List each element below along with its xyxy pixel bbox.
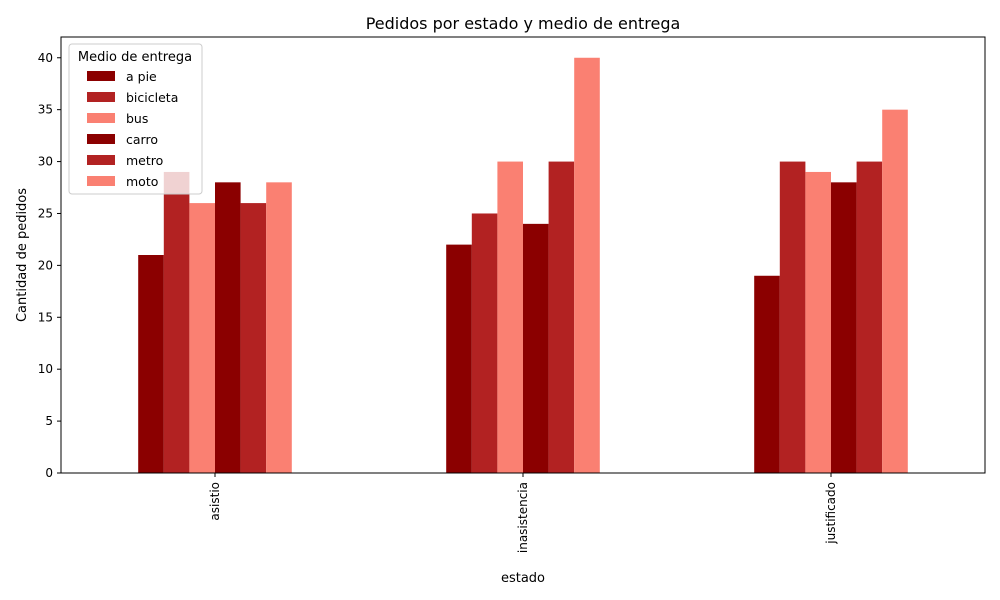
legend-swatch-metro [87, 155, 115, 165]
bar-inasistencia-bicicleta [471, 213, 498, 473]
legend-swatch-a-pie [87, 71, 115, 81]
y-tick-label: 40 [38, 51, 53, 65]
legend-label-bus: bus [126, 111, 148, 126]
bar-asistio-carro [215, 182, 241, 474]
legend-items: a pie bicicleta bus carro metro moto [87, 69, 178, 189]
bar-inasistencia-bus [497, 161, 523, 474]
bar-justificado-bicicleta [779, 161, 806, 474]
y-axis: 0 5 10 15 20 25 30 35 40 [38, 51, 61, 480]
x-tick-label-justificado: justificado [824, 482, 838, 545]
bar-justificado-metro [856, 161, 883, 474]
y-tick-label: 35 [38, 103, 53, 117]
bar-asistio-a-pie [138, 255, 164, 473]
legend-label-bicicleta: bicicleta [126, 90, 178, 105]
bar-asistio-bus [189, 203, 215, 473]
bar-inasistencia-metro [548, 161, 575, 474]
bar-asistio-metro [240, 203, 267, 473]
y-tick-label: 20 [38, 258, 53, 272]
bar-justificado-bus [805, 171, 831, 473]
bar-inasistencia-carro [523, 223, 549, 473]
y-tick-label: 10 [38, 362, 53, 376]
legend-label-moto: moto [126, 174, 158, 189]
y-axis-label: Cantidad de pedidos [15, 188, 30, 322]
bars-group [138, 57, 908, 474]
legend-label-carro: carro [126, 132, 158, 147]
bar-asistio-moto [266, 182, 292, 474]
bar-justificado-carro [831, 182, 857, 474]
x-axis-label: estado [501, 571, 545, 586]
x-tick-label-inasistencia: inasistencia [516, 482, 530, 553]
y-tick-label: 30 [38, 155, 53, 169]
bar-justificado-moto [882, 109, 908, 474]
legend: Medio de entrega a pie bicicleta bus carro m… [68, 43, 203, 195]
legend-swatch-moto [87, 176, 115, 186]
legend-label-metro: metro [126, 153, 163, 168]
legend-swatch-bus [87, 113, 115, 123]
x-tick-label-asistio: asistio [208, 482, 222, 521]
bar-inasistencia-a-pie [446, 244, 472, 473]
legend-swatch-carro [87, 134, 115, 144]
y-tick-label: 0 [45, 466, 53, 480]
plot-frame [60, 36, 986, 474]
legend-title: Medio de entrega [78, 50, 192, 65]
x-axis: asistio inasistencia justificado [208, 473, 838, 553]
legend-swatch-bicicleta [87, 92, 115, 102]
chart-title: Pedidos por estado y medio de entrega [366, 14, 681, 33]
bar-asistio-bicicleta [163, 171, 190, 473]
y-tick-label: 5 [45, 414, 53, 428]
bar-justificado-a-pie [754, 275, 780, 473]
y-tick-label: 25 [38, 206, 53, 220]
legend-label-a-pie: a pie [126, 69, 157, 84]
bar-inasistencia-moto [574, 57, 600, 474]
y-tick-label: 15 [38, 310, 53, 324]
